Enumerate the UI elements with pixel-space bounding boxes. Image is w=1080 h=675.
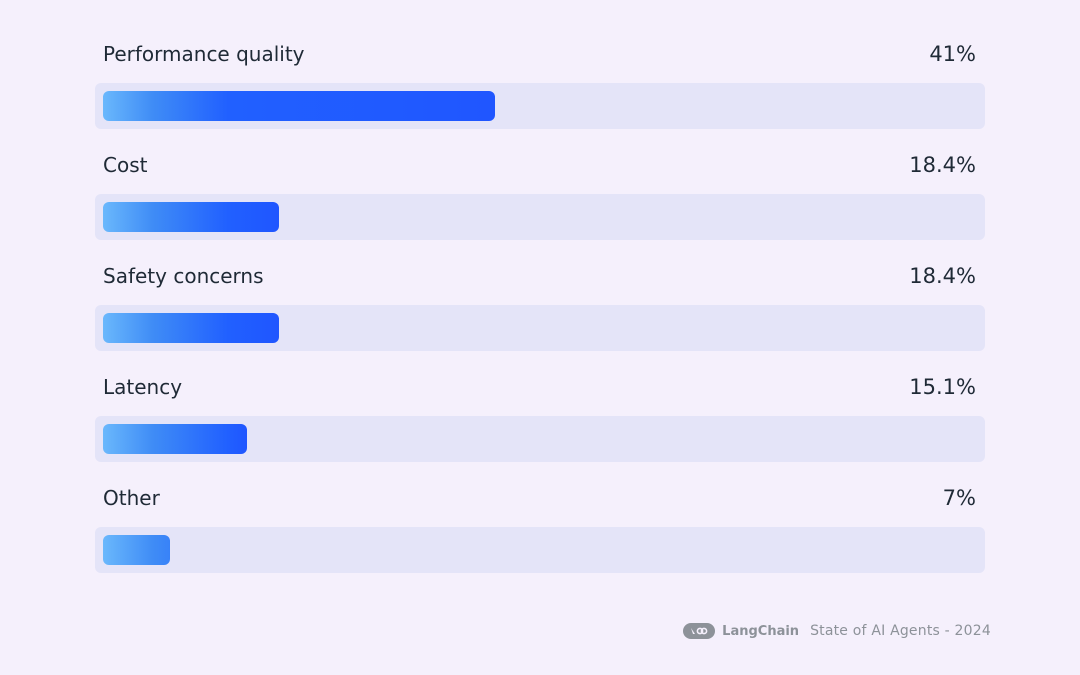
bar-track: [95, 83, 985, 129]
value-label: 15.1%: [909, 375, 976, 399]
category-label: Cost: [103, 153, 148, 177]
category-label: Performance quality: [103, 42, 305, 66]
bar-track: [95, 194, 985, 240]
brand-name: LangChain: [722, 623, 800, 639]
category-label: Latency: [103, 375, 183, 399]
bar-track: [95, 527, 985, 573]
bar-track: [95, 305, 985, 351]
bar-row: Safety concerns 18.4%: [95, 259, 985, 370]
value-label: 41%: [929, 42, 976, 66]
category-label: Other: [103, 486, 160, 510]
bar-track: [95, 416, 985, 462]
bar: [103, 202, 279, 232]
bar: [103, 535, 170, 565]
bar: [103, 313, 279, 343]
bar-row: Latency 15.1%: [95, 370, 985, 481]
source-label: State of AI Agents - 2024: [810, 623, 991, 639]
bar: [103, 424, 248, 454]
bar-row: Other 7%: [95, 481, 985, 592]
value-label: 18.4%: [909, 264, 976, 288]
footer: LangChain State of AI Agents - 2024: [683, 619, 991, 643]
bar-row: Performance quality 41%: [95, 37, 985, 148]
bar-chart: Performance quality 41% Cost 18.4% Safety co…: [95, 37, 985, 592]
value-label: 7%: [942, 486, 976, 510]
langchain-logo-icon: [683, 623, 716, 639]
value-label: 18.4%: [909, 153, 976, 177]
category-label: Safety concerns: [103, 264, 264, 288]
bar: [103, 91, 495, 121]
bar-row: Cost 18.4%: [95, 148, 985, 259]
